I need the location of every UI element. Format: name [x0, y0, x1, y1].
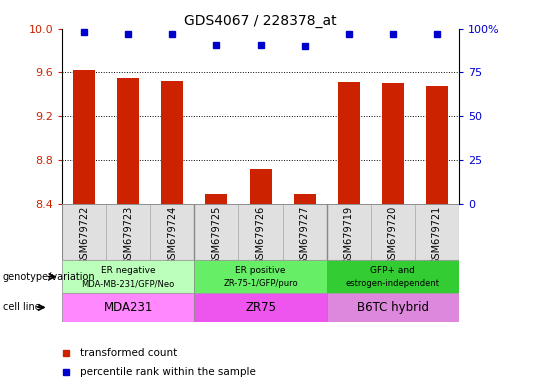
- Bar: [194, 293, 327, 322]
- Text: GSM679722: GSM679722: [79, 206, 89, 265]
- Text: GFP+ and: GFP+ and: [370, 266, 415, 275]
- Text: GSM679724: GSM679724: [167, 206, 177, 265]
- Bar: [62, 204, 106, 260]
- Text: B6TC hybrid: B6TC hybrid: [357, 301, 429, 314]
- Bar: [426, 86, 448, 204]
- Bar: [205, 194, 227, 204]
- Text: GSM679725: GSM679725: [212, 206, 221, 265]
- Bar: [338, 82, 360, 204]
- Bar: [106, 204, 150, 260]
- Bar: [62, 293, 194, 322]
- Bar: [117, 78, 139, 204]
- Bar: [194, 204, 239, 260]
- Text: genotype/variation: genotype/variation: [3, 271, 96, 282]
- Bar: [327, 260, 459, 293]
- Bar: [239, 204, 282, 260]
- Bar: [382, 83, 404, 204]
- Bar: [73, 70, 95, 204]
- Text: ER negative: ER negative: [101, 266, 156, 275]
- Text: MDA231: MDA231: [104, 301, 153, 314]
- Bar: [371, 204, 415, 260]
- Text: GSM679721: GSM679721: [432, 206, 442, 265]
- Title: GDS4067 / 228378_at: GDS4067 / 228378_at: [184, 14, 337, 28]
- Bar: [415, 204, 459, 260]
- Bar: [62, 260, 194, 293]
- Text: GSM679719: GSM679719: [344, 206, 354, 265]
- Text: ZR75: ZR75: [245, 301, 276, 314]
- Text: GSM679723: GSM679723: [123, 206, 133, 265]
- Text: GSM679726: GSM679726: [255, 206, 266, 265]
- Bar: [294, 194, 316, 204]
- Bar: [249, 169, 272, 204]
- Text: ZR-75-1/GFP/puro: ZR-75-1/GFP/puro: [223, 279, 298, 288]
- Bar: [327, 293, 459, 322]
- Text: estrogen-independent: estrogen-independent: [346, 279, 440, 288]
- Bar: [161, 81, 184, 204]
- Bar: [282, 204, 327, 260]
- Text: transformed count: transformed count: [80, 348, 177, 358]
- Bar: [194, 260, 327, 293]
- Bar: [150, 204, 194, 260]
- Text: GSM679720: GSM679720: [388, 206, 398, 265]
- Text: MDA-MB-231/GFP/Neo: MDA-MB-231/GFP/Neo: [82, 279, 175, 288]
- Text: percentile rank within the sample: percentile rank within the sample: [80, 367, 256, 377]
- Text: GSM679727: GSM679727: [300, 206, 309, 265]
- Text: ER positive: ER positive: [235, 266, 286, 275]
- Text: cell line: cell line: [3, 302, 40, 313]
- Bar: [327, 204, 371, 260]
